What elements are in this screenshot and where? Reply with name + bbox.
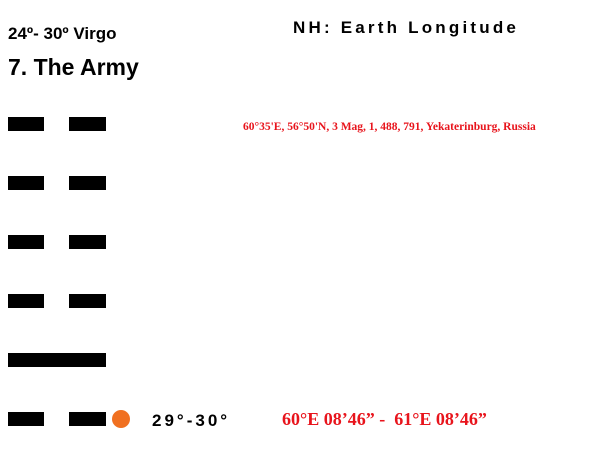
section-header: NH: Earth Longitude <box>293 18 520 37</box>
broken-line <box>8 176 44 190</box>
broken-line <box>8 294 44 308</box>
marker-dot <box>112 410 130 428</box>
broken-line <box>69 412 106 426</box>
degree-header: 24º- 30º Virgo <box>8 24 117 43</box>
broken-line <box>8 117 44 131</box>
location-note: 60°35'E, 56°50'N, 3 Mag, 1, 488, 791, Ye… <box>243 121 536 133</box>
solid-line <box>8 353 106 367</box>
footer-degree: 29°-30° <box>152 411 231 430</box>
broken-line <box>69 117 106 131</box>
title: 7. The Army <box>8 54 139 80</box>
broken-line <box>69 176 106 190</box>
broken-line <box>69 235 106 249</box>
broken-line <box>8 235 44 249</box>
footer-range: 60°E 08’46” - 61°E 08’46” <box>282 409 487 429</box>
broken-line <box>8 412 44 426</box>
broken-line <box>69 294 106 308</box>
